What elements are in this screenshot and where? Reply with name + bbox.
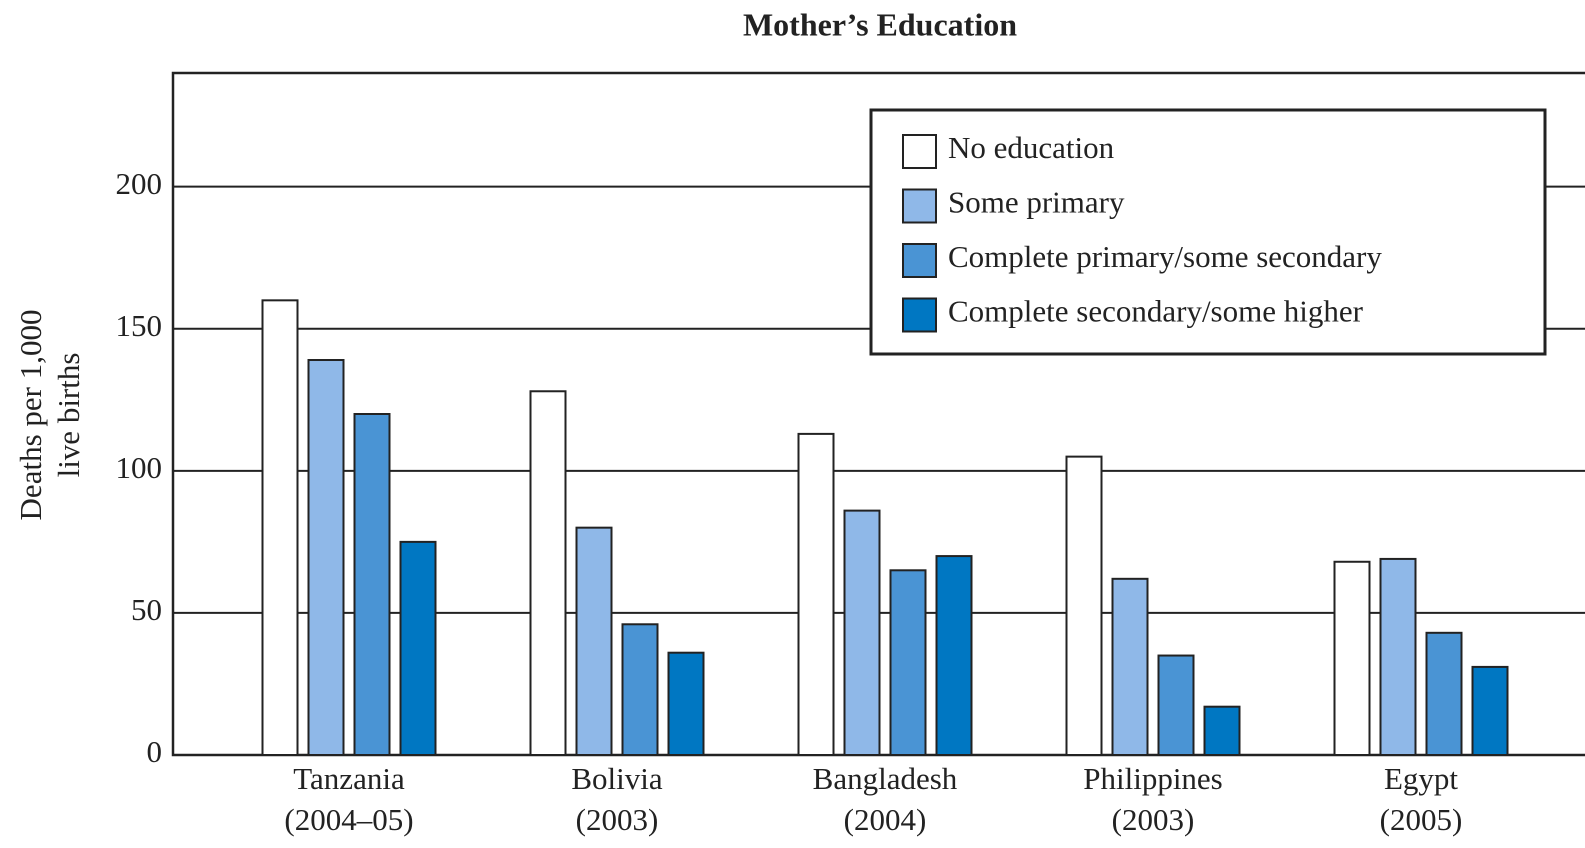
bar bbox=[621, 623, 659, 756]
x-tick-label: Tanzania bbox=[293, 761, 405, 796]
legend-label: Some primary bbox=[948, 185, 1125, 220]
y-tick-label: 100 bbox=[116, 450, 163, 485]
bar bbox=[1425, 631, 1463, 757]
bar bbox=[261, 299, 299, 756]
bar bbox=[889, 569, 927, 757]
y-tick-label: 50 bbox=[131, 592, 162, 627]
x-tick-label: (2004–05) bbox=[284, 802, 413, 837]
bar bbox=[353, 413, 391, 756]
legend-swatch bbox=[902, 134, 937, 169]
legend-label: No education bbox=[948, 130, 1115, 165]
legend-label: Complete primary/some secondary bbox=[948, 239, 1382, 274]
bar bbox=[1333, 560, 1371, 756]
y-tick-label: 200 bbox=[116, 166, 163, 201]
x-tick-label: (2003) bbox=[576, 802, 659, 837]
bar bbox=[529, 390, 567, 756]
bar bbox=[1065, 455, 1103, 756]
bar bbox=[1471, 665, 1509, 756]
bar bbox=[843, 509, 881, 756]
x-tick-label: (2004) bbox=[844, 802, 927, 837]
bar bbox=[1111, 577, 1149, 756]
bar bbox=[667, 651, 705, 757]
y-axis-label: live births bbox=[51, 353, 86, 478]
bar bbox=[1157, 654, 1195, 757]
bar bbox=[307, 359, 345, 756]
x-tick-label: Bangladesh bbox=[813, 761, 958, 796]
x-tick-label: Philippines bbox=[1083, 761, 1223, 796]
y-axis-label: Deaths per 1,000 bbox=[13, 310, 48, 521]
legend-swatch bbox=[902, 243, 937, 278]
bar bbox=[575, 526, 613, 757]
x-tick-label: (2005) bbox=[1380, 802, 1463, 837]
x-tick-label: Egypt bbox=[1384, 761, 1458, 796]
legend-swatch bbox=[902, 188, 937, 224]
bar bbox=[935, 555, 973, 756]
bar bbox=[797, 432, 835, 756]
y-tick-label: 150 bbox=[116, 308, 163, 343]
x-tick-label: Bolivia bbox=[571, 761, 663, 796]
legend-box bbox=[869, 108, 1547, 356]
chart-title: Mother’s Education bbox=[743, 6, 1017, 42]
bar bbox=[1379, 557, 1417, 756]
legend-swatch bbox=[902, 297, 937, 333]
bar bbox=[399, 540, 437, 756]
x-tick-label: (2003) bbox=[1112, 802, 1195, 837]
bar bbox=[1203, 705, 1241, 756]
y-tick-label: 0 bbox=[147, 734, 163, 769]
legend-label: Complete secondary/some higher bbox=[948, 294, 1364, 329]
